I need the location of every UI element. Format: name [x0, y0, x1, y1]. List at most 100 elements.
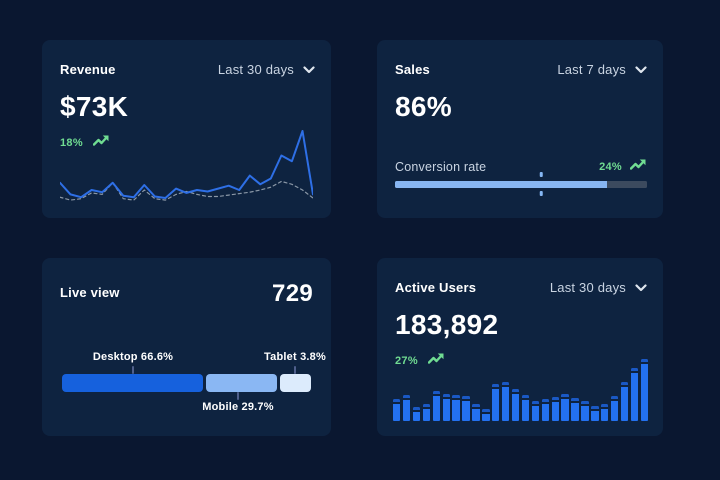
chevron-down-icon — [635, 65, 647, 74]
chart-bar-cap — [610, 395, 619, 399]
chevron-down-icon — [303, 65, 315, 74]
previous-line-series — [60, 180, 313, 201]
chart-bar-cap — [393, 399, 401, 403]
chart-bar — [472, 404, 480, 421]
stack-ticks-top — [62, 365, 312, 374]
sales-card-title: Sales — [395, 62, 430, 77]
chart-bar-cap — [541, 399, 549, 403]
stack-labels-top: Desktop 66.6% Tablet 3.8% — [62, 351, 326, 365]
mobile-bar-segment — [205, 374, 278, 392]
conversion-delta-text: 24% — [599, 161, 622, 173]
revenue-range-label: Last 30 days — [217, 62, 294, 77]
chart-bar-body — [511, 394, 520, 421]
live-view-title: Live view — [60, 285, 120, 300]
chart-bar-cap — [591, 406, 599, 410]
chart-bar — [630, 367, 639, 421]
desktop-segment-label: Desktop 66.6% — [92, 351, 174, 363]
trending-up-icon — [92, 134, 110, 152]
sales-range-select[interactable]: Last 7 days — [557, 62, 647, 77]
sales-card-header: Sales Last 7 days — [377, 40, 663, 77]
active-users-card: Active Users Last 30 days 183,892 27% — [377, 258, 663, 436]
mobile-tick — [237, 392, 239, 400]
tablet-segment-label: Tablet 3.8% — [264, 351, 326, 363]
chart-bar-body — [551, 401, 559, 421]
chart-bar-cap — [630, 367, 639, 371]
chart-bar — [551, 396, 559, 421]
revenue-delta-row: 18% — [42, 123, 331, 152]
chart-bar-cap — [432, 391, 441, 395]
sales-range-label: Last 7 days — [557, 62, 626, 77]
progress-marker-tick — [539, 191, 543, 196]
mobile-segment-label: Mobile 29.7% — [202, 401, 274, 413]
chart-bar-cap — [501, 381, 510, 385]
chart-bar — [511, 389, 520, 421]
conversion-progress-bar — [395, 172, 647, 196]
chart-bar-cap — [452, 394, 460, 398]
chart-bar — [462, 396, 470, 421]
chart-bar-cap — [521, 394, 530, 398]
chart-bar-body — [521, 399, 530, 421]
chart-bar — [640, 359, 649, 421]
chart-bar-body — [581, 406, 589, 421]
chart-bar — [521, 394, 530, 421]
chart-bar-cap — [571, 398, 579, 402]
chart-bar-cap — [472, 404, 480, 408]
stack-ticks-bottom — [62, 392, 312, 401]
active-users-range-select[interactable]: Last 30 days — [550, 280, 647, 295]
chart-bar — [571, 398, 579, 421]
chart-bar-body — [630, 372, 639, 421]
desktop-bar-segment — [62, 374, 203, 392]
chart-bar-body — [442, 398, 450, 421]
chart-bar-body — [501, 386, 510, 421]
chart-bar — [452, 394, 460, 421]
live-view-value: 729 — [272, 280, 313, 307]
chart-bar-body — [482, 413, 490, 421]
chart-bar-body — [492, 389, 500, 421]
desktop-tick — [132, 366, 134, 374]
chart-bar — [581, 401, 589, 421]
conversion-delta: 24% — [599, 158, 647, 176]
chart-bar-cap — [422, 404, 431, 408]
active-users-delta-text: 27% — [395, 355, 418, 367]
chart-bar — [422, 404, 431, 421]
live-view-header: Live view 729 — [42, 258, 331, 308]
chart-bar-cap — [442, 393, 450, 397]
revenue-range-select[interactable]: Last 30 days — [218, 62, 315, 77]
chart-bar-cap — [601, 404, 609, 408]
chart-bar-cap — [581, 401, 589, 405]
chart-bar-body — [452, 399, 460, 421]
chart-bar-cap — [620, 381, 629, 385]
active-users-delta-row: 27% — [377, 341, 663, 370]
chart-bar-body — [393, 404, 401, 421]
revenue-delta-text: 18% — [60, 137, 83, 149]
chart-bar-body — [640, 364, 649, 421]
chart-bar-cap — [551, 396, 559, 400]
chart-bar-body — [422, 409, 431, 421]
chart-bar-body — [472, 409, 480, 421]
live-view-card: Live view 729 Desktop 66.6% Tablet 3.8% … — [42, 258, 331, 436]
chart-bar-body — [561, 398, 569, 421]
trending-up-icon — [427, 352, 445, 370]
revenue-card-header: Revenue Last 30 days — [42, 40, 331, 77]
chart-bar-body — [601, 409, 609, 421]
chart-bar-body — [610, 400, 619, 421]
conversion-rate-label: Conversion rate — [395, 160, 487, 174]
chart-bar-body — [620, 386, 629, 421]
chart-bar — [402, 394, 411, 421]
chart-bar-body — [402, 399, 411, 421]
tablet-tick — [294, 366, 296, 374]
chart-bar — [501, 381, 510, 421]
tablet-bar-segment — [279, 374, 311, 392]
chart-bar-cap — [492, 384, 500, 388]
sales-card: Sales Last 7 days 86% Conversion rate 24… — [377, 40, 663, 218]
revenue-card: Revenue Last 30 days $73K 18% — [42, 40, 331, 218]
device-split-chart: Desktop 66.6% Tablet 3.8% Mobile 29.7% — [62, 351, 326, 415]
active-users-card-header: Active Users Last 30 days — [377, 258, 663, 295]
active-users-range-label: Last 30 days — [549, 280, 626, 295]
stack-labels-bottom: Mobile 29.7% — [62, 401, 312, 415]
chart-bar — [393, 399, 401, 421]
chart-bar-cap — [462, 396, 470, 400]
revenue-line-chart — [60, 130, 313, 201]
chart-bar-cap — [561, 393, 569, 397]
